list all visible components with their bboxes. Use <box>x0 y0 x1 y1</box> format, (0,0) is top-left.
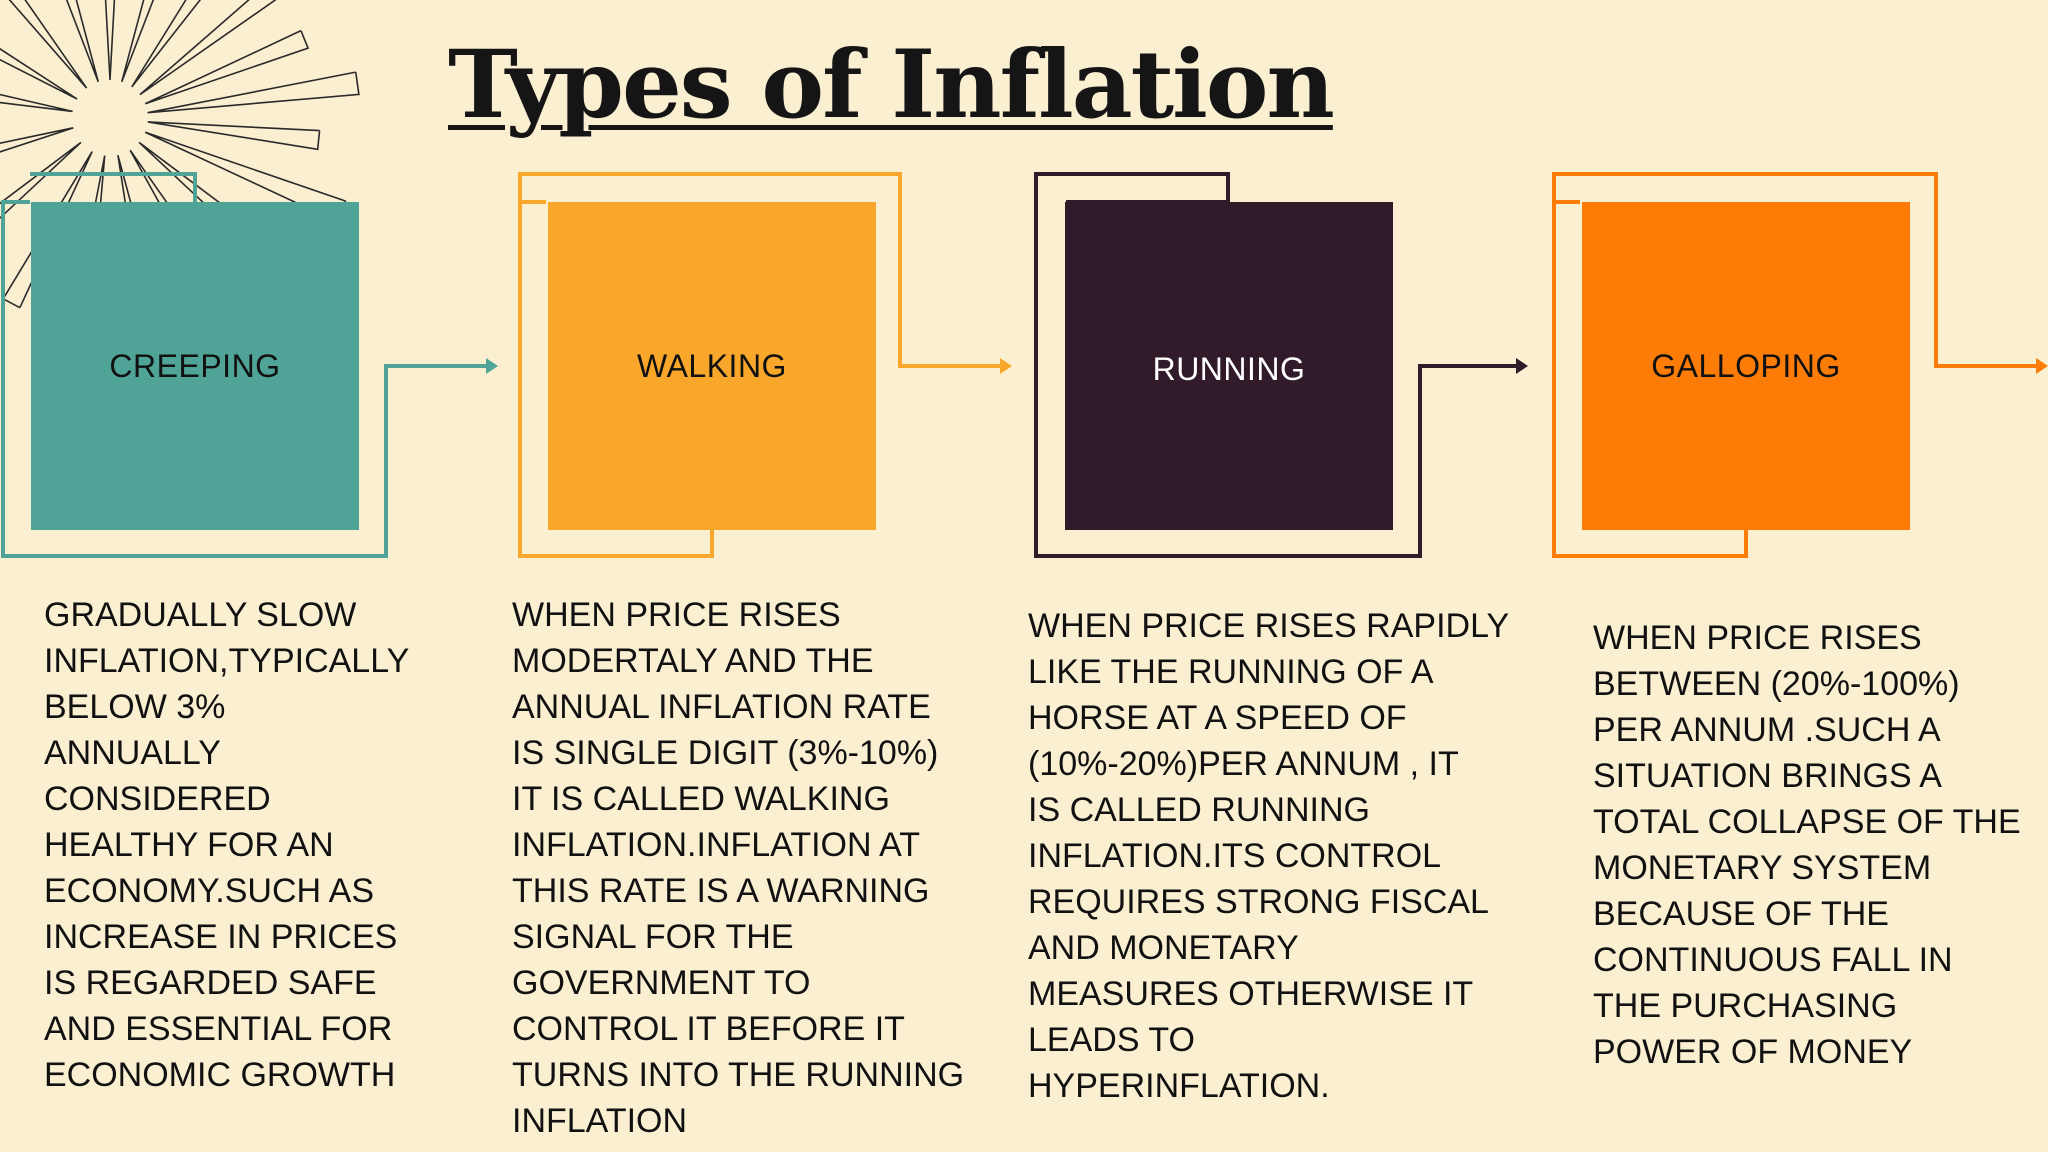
connector-galloping-bottom <box>1552 202 1748 558</box>
connector-galloping <box>1552 172 2040 368</box>
connector-walking <box>518 172 1004 368</box>
sunburst-ray <box>8 0 88 89</box>
stage-label: WALKING <box>637 347 787 384</box>
stage-box-walking: WALKING <box>548 202 876 530</box>
stage-label: RUNNING <box>1152 350 1306 387</box>
sunburst-ray <box>147 121 321 151</box>
stage-description-galloping: WHEN PRICE RISES BETWEEN (20%-100%) PER … <box>1593 619 2021 1071</box>
connector-walking-bottom <box>518 202 714 558</box>
sunburst-ray <box>139 0 277 96</box>
sunburst-ray <box>144 29 310 105</box>
arrow-head-walking <box>1000 358 1012 374</box>
stage-label: CREEPING <box>109 347 281 384</box>
stage-description-creeping: GRADUALLY SLOW INFLATION,TYPICALLY BELOW… <box>44 596 410 1094</box>
slide-title: Types of Inflation <box>448 30 1335 140</box>
stage-box-galloping: GALLOPING <box>1582 202 1910 530</box>
arrow-head-galloping <box>2036 358 2048 374</box>
stage-description-running: WHEN PRICE RISES RAPIDLY LIKE THE RUNNIN… <box>1028 607 1510 1105</box>
connector-running <box>1034 172 1520 558</box>
stage-box-creeping: CREEPING <box>31 202 359 530</box>
stage-label: GALLOPING <box>1651 347 1841 384</box>
arrow-head-creeping <box>486 358 498 374</box>
connector-creeping <box>30 172 197 202</box>
arrow-head-running <box>1516 358 1528 374</box>
sunburst-ray <box>131 0 202 88</box>
stage-box-running: RUNNING <box>1065 202 1393 530</box>
stage-description-walking: WHEN PRICE RISES MODERTALY AND THE ANNUA… <box>512 596 965 1140</box>
connector-creeping-exit <box>1 200 490 558</box>
sunburst-ray <box>147 71 360 114</box>
